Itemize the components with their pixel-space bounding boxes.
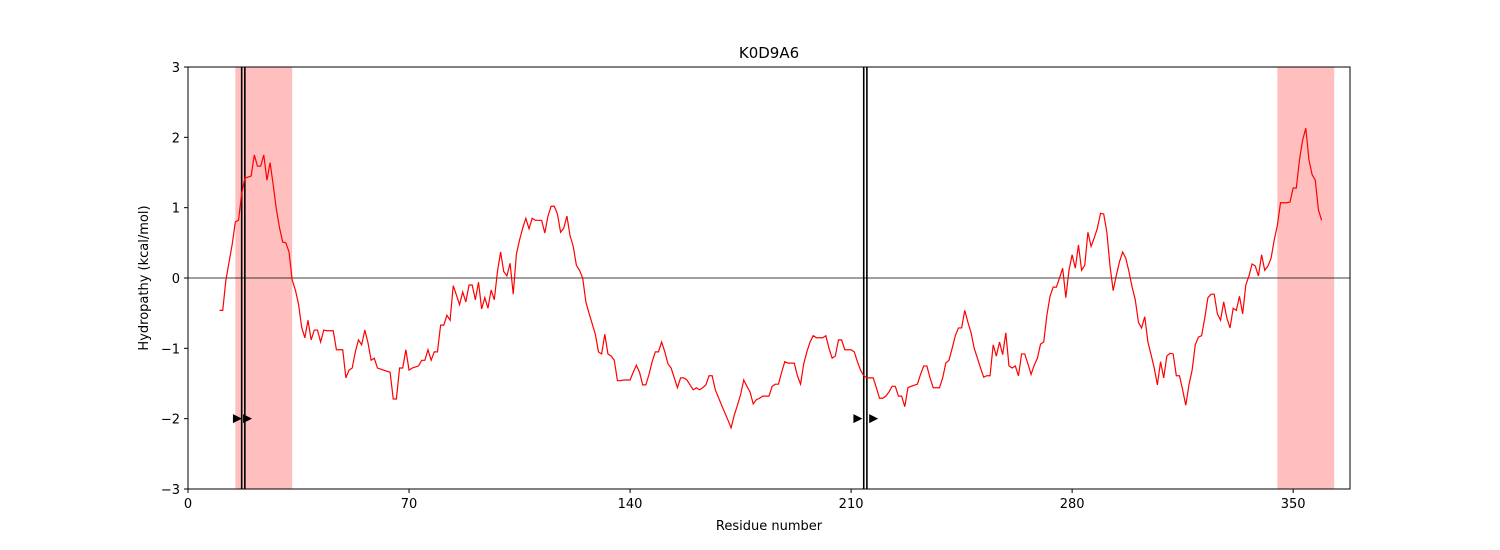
y-tick-label: 1 [172,202,180,217]
x-tick-label: 70 [401,497,418,512]
marker [243,414,253,424]
marker [869,414,879,424]
chart-title: K0D9A6 [739,44,799,62]
x-tick-label: 350 [1281,497,1306,512]
x-tick-label: 280 [1060,497,1085,512]
marker [232,414,242,424]
y-tick-label: 3 [172,61,180,76]
y-tick-label: −2 [161,413,180,428]
hydropathy-line [219,128,1323,430]
marker [853,414,863,424]
y-tick-label: −3 [161,483,180,498]
x-axis-label: Residue number [716,519,823,534]
x-tick-label: 140 [618,497,643,512]
x-tick-label: 0 [184,497,192,512]
y-tick-label: 2 [172,131,180,146]
y-tick-label: −1 [161,342,180,357]
y-tick-label: 0 [172,272,180,287]
y-axis-label: Hydropathy (kcal/mol) [137,205,152,350]
x-tick-label: 210 [839,497,864,512]
